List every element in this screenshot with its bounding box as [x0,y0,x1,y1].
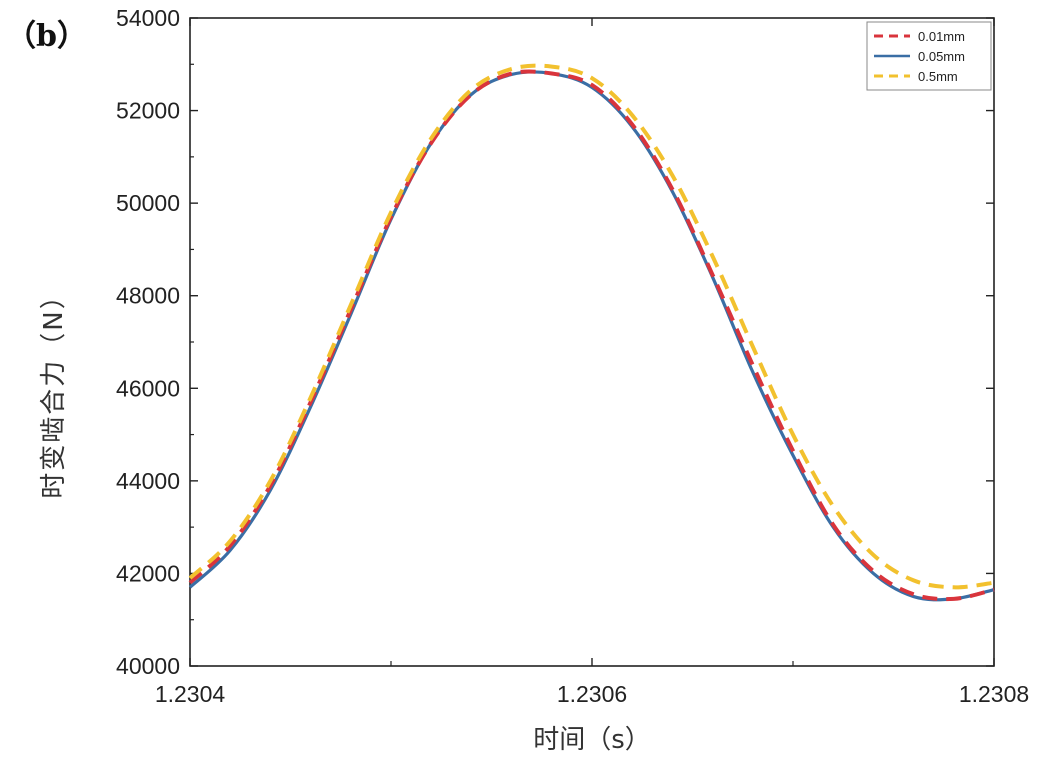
legend-label: 0.05mm [918,49,965,64]
y-axis-title: 时变啮合力（N） [39,281,69,498]
legend: 0.01mm 0.05mm 0.5mm [866,21,992,91]
series-line-0_01mm [188,69,995,602]
series-line-0_5mm [188,63,995,590]
y-tick-label: 40000 [116,653,180,679]
x-axis-ticks: 1.2304 1.2306 1.2308 [155,18,1029,707]
y-tick-label: 54000 [116,5,180,31]
x-tick-label: 1.2304 [155,681,226,707]
y-tick-label: 46000 [116,375,180,401]
y-tick-label: 44000 [116,468,180,494]
x-axis-title: 时间（s） [533,725,651,755]
y-axis-ticks: 40000 42000 44000 46000 48000 50000 52000 54000 [116,5,994,679]
legend-label: 0.01mm [918,29,965,44]
y-tick-label: 48000 [116,283,180,309]
series-line-0_05mm [188,70,995,602]
panel-label: （b） [6,19,87,54]
y-tick-label: 42000 [116,560,180,586]
series-lines [188,63,995,602]
y-tick-label: 50000 [116,190,180,216]
legend-label: 0.5mm [918,69,958,84]
y-tick-label: 52000 [116,98,180,124]
x-tick-label: 1.2308 [959,681,1029,707]
x-tick-label: 1.2306 [557,681,627,707]
